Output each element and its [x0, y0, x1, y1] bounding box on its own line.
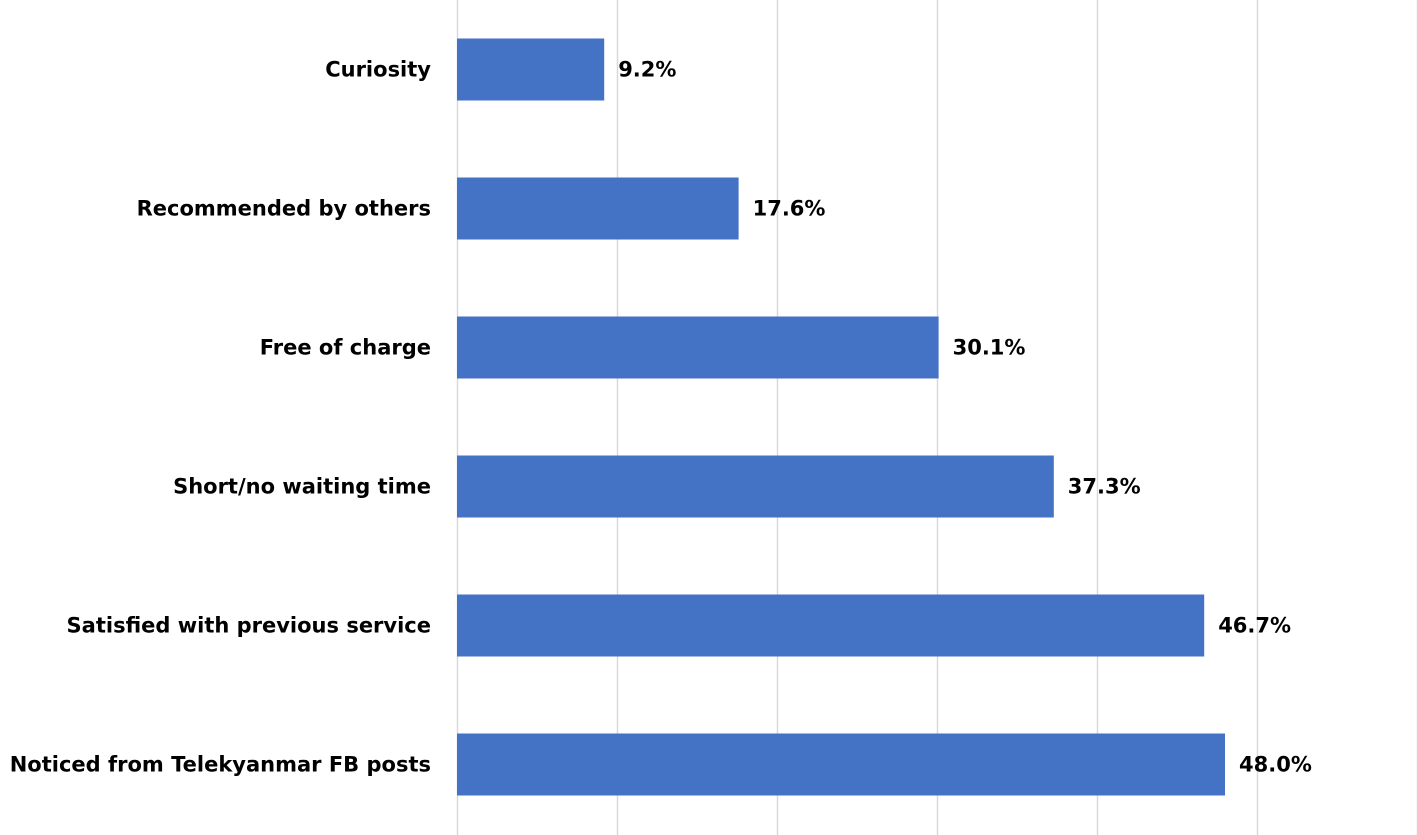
gridlines — [456, 0, 1417, 835]
value-label: 30.1% — [953, 336, 1026, 360]
category-label: Free of charge — [260, 336, 431, 360]
bar — [457, 316, 939, 379]
bar — [457, 177, 739, 240]
value-label: 46.7% — [1218, 614, 1291, 638]
bar — [457, 733, 1225, 796]
category-label: Short/no waiting time — [173, 475, 431, 499]
value-label: 37.3% — [1068, 475, 1141, 499]
bar — [457, 455, 1054, 518]
value-label: 17.6% — [753, 197, 826, 221]
category-label: Satisfied with previous service — [67, 614, 431, 638]
value-label: 48.0% — [1239, 753, 1312, 777]
category-labels: Curiosity Recommended by others Free of ch… — [10, 58, 432, 777]
value-label: 9.2% — [618, 58, 676, 82]
bars — [457, 38, 1225, 796]
category-label: Curiosity — [325, 58, 431, 82]
value-labels: 9.2% 17.6% 30.1% 37.3% 46.7% 48.0% — [618, 58, 1312, 777]
bar — [457, 594, 1205, 657]
bar — [457, 38, 605, 101]
category-label: Recommended by others — [137, 197, 431, 221]
category-label: Noticed from Telekyanmar FB posts — [10, 753, 431, 777]
